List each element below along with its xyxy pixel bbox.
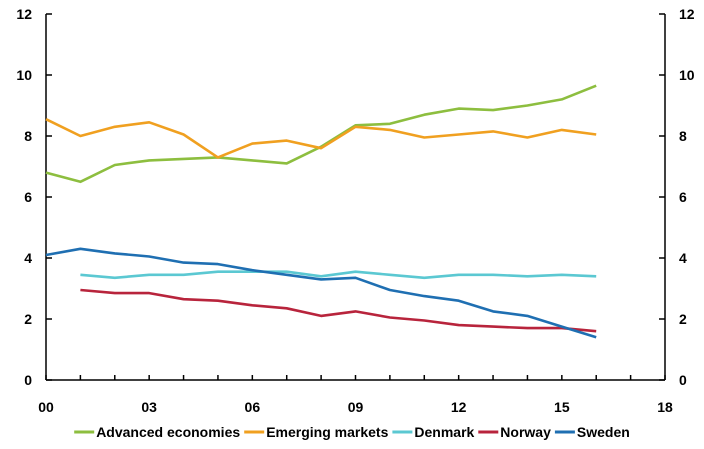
y-tick-label-right: 8	[679, 128, 687, 144]
legend-label: Advanced economies	[96, 424, 240, 440]
legend-item-sweden: Sweden	[554, 424, 630, 440]
series-line-sweden	[45, 247, 597, 339]
y-tick-label-left: 0	[24, 372, 32, 388]
x-tick-label: 06	[245, 399, 261, 415]
legend-label: Emerging markets	[266, 424, 388, 440]
series-layer	[45, 84, 597, 339]
legend-item-emerging-markets: Emerging markets	[244, 424, 389, 440]
y-tick-label-right: 10	[679, 67, 695, 83]
legend-item-norway: Norway	[478, 424, 551, 440]
y-tick-label-right: 6	[679, 189, 687, 205]
y-tick-label-left: 2	[24, 311, 32, 327]
legend-label: Sweden	[577, 424, 630, 440]
x-tick-label: 15	[554, 399, 570, 415]
chart-legend: Advanced economies Emerging markets Denmar…	[74, 424, 630, 440]
x-tick-label: 09	[348, 399, 364, 415]
legend-item-advanced-economies: Advanced economies	[74, 424, 240, 440]
y-tick-label-right: 0	[679, 372, 687, 388]
series-line-denmark	[80, 270, 597, 280]
x-tick-label: 12	[451, 399, 467, 415]
y-tick-label-right: 4	[679, 250, 687, 266]
y-tick-label-left: 4	[24, 250, 32, 266]
y-tick-label-right: 12	[679, 6, 695, 22]
y-tick-label-left: 10	[16, 67, 32, 83]
series-line-norway	[80, 288, 597, 333]
y-tick-label-left: 8	[24, 128, 32, 144]
x-tick-label: 18	[657, 399, 673, 415]
y-tick-label-left: 12	[16, 6, 32, 22]
y-tick-label-right: 2	[679, 311, 687, 327]
series-line-emerging-markets	[45, 118, 597, 159]
legend-label: Denmark	[414, 424, 474, 440]
y-tick-label-left: 6	[24, 189, 32, 205]
x-tick-label: 00	[38, 399, 54, 415]
legend-item-denmark: Denmark	[392, 424, 475, 440]
x-tick-label: 03	[141, 399, 157, 415]
legend-label: Norway	[500, 424, 551, 440]
